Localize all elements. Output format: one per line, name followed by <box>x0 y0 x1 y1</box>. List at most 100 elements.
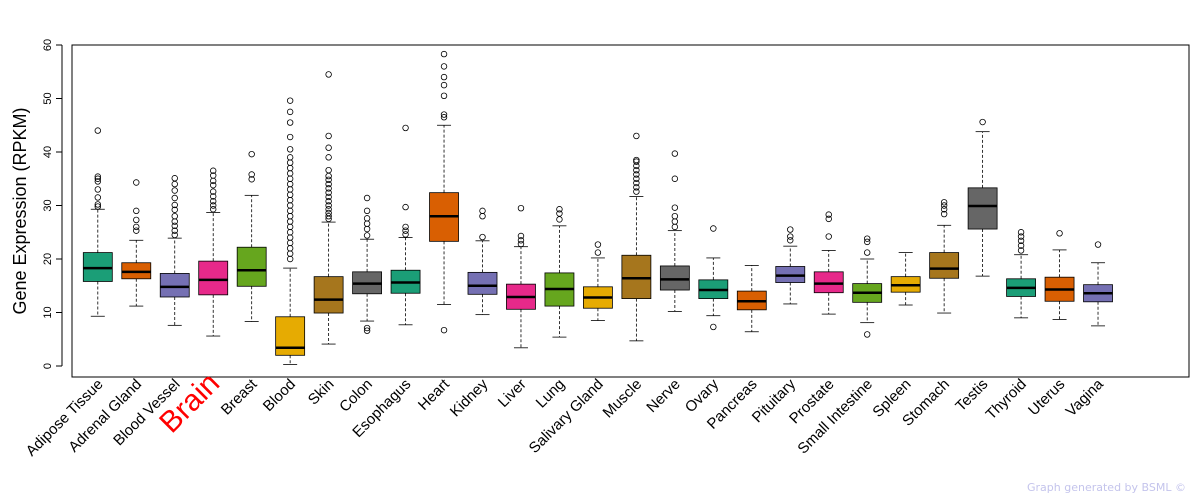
outlier-point <box>286 239 294 247</box>
outlier-point <box>325 193 332 201</box>
y-tick-label: 60 <box>42 39 54 51</box>
outlier-point <box>440 50 448 58</box>
outlier-point <box>633 184 640 191</box>
box-group <box>544 206 575 338</box>
outlier-point <box>825 215 832 223</box>
outlier-point <box>286 180 294 188</box>
outlier-point <box>133 227 140 234</box>
outlier-point <box>210 206 217 213</box>
x-tick-label: Blood <box>260 376 299 415</box>
outlier-point <box>94 173 101 180</box>
iqr-box <box>467 271 498 295</box>
iqr-box <box>275 316 306 356</box>
box-group <box>390 124 421 326</box>
box-group <box>352 194 382 334</box>
outlier-point <box>286 245 294 252</box>
outlier-point <box>1017 242 1025 249</box>
outlier-point <box>210 202 217 209</box>
box-group <box>236 150 267 322</box>
boxes-layer <box>82 50 1113 365</box>
outlier-point <box>286 108 294 116</box>
box-group <box>583 241 613 321</box>
iqr-box <box>198 260 229 296</box>
box-group <box>698 225 729 331</box>
outlier-point <box>363 327 371 334</box>
outlier-point <box>325 166 332 174</box>
iqr-box <box>967 187 998 230</box>
iqr-box <box>929 252 960 279</box>
outlier-point <box>671 212 679 220</box>
outlier-point <box>633 171 640 178</box>
outlier-point <box>171 227 178 234</box>
outlier-point <box>556 206 563 213</box>
outlier-point <box>671 150 679 157</box>
outlier-point <box>633 166 640 174</box>
box-group <box>429 50 459 334</box>
outlier-point <box>671 223 679 231</box>
iqr-box <box>313 276 344 314</box>
outlier-point <box>94 201 101 208</box>
outlier-point <box>940 210 948 218</box>
y-tick-label: 10 <box>42 306 54 318</box>
outlier-point <box>94 178 101 185</box>
iqr-box <box>159 273 190 298</box>
outlier-point <box>671 175 679 182</box>
outlier-point <box>787 233 794 240</box>
outlier-point <box>325 172 332 180</box>
outlier-point <box>171 175 178 182</box>
outlier-point <box>286 191 294 198</box>
outlier-point <box>171 187 178 194</box>
outlier-point <box>1094 241 1102 248</box>
x-tick-label: Lung <box>533 376 569 412</box>
outlier-point <box>864 331 871 338</box>
outlier-point <box>517 237 525 244</box>
x-tick-label: Kidney <box>447 375 492 420</box>
outlier-point <box>979 118 986 126</box>
outlier-point <box>633 158 640 165</box>
outlier-point <box>286 146 294 153</box>
outlier-point <box>1017 233 1025 240</box>
outlier-point <box>286 223 294 231</box>
outlier-point <box>133 216 140 224</box>
outlier-point <box>479 233 486 241</box>
outlier-point <box>402 227 409 234</box>
outlier-point <box>325 189 332 196</box>
outlier-point <box>171 212 178 220</box>
outlier-point <box>440 92 448 100</box>
outlier-point <box>286 170 294 177</box>
outlier-point <box>286 212 294 220</box>
outlier-point <box>864 238 871 246</box>
box-group <box>736 265 767 333</box>
box-group <box>275 97 306 365</box>
box-group <box>929 199 960 314</box>
outlier-point <box>286 154 294 161</box>
box-group <box>890 252 921 306</box>
outlier-point <box>286 97 294 104</box>
outlier-point <box>517 240 525 248</box>
outlier-point <box>325 206 332 213</box>
box-group <box>82 127 113 317</box>
box-group <box>506 204 536 349</box>
outlier-point <box>286 202 294 209</box>
outlier-point <box>710 225 717 232</box>
outlier-point <box>325 202 332 209</box>
box-group <box>621 132 652 342</box>
box-group <box>1006 229 1036 319</box>
box-group <box>1083 241 1113 327</box>
outlier-point <box>325 144 332 151</box>
outlier-point <box>210 181 217 189</box>
outlier-point <box>787 226 794 233</box>
outlier-point <box>1017 237 1025 245</box>
y-axis: 0 10 20 30 40 50 60 <box>42 39 63 369</box>
outlier-point <box>325 132 332 140</box>
outlier-point <box>286 234 294 241</box>
outlier-point <box>671 204 679 211</box>
outlier-point <box>710 323 717 331</box>
y-tick-label: 30 <box>42 199 54 211</box>
iqr-box <box>621 254 652 299</box>
graph-credit: Graph generated by BSML © <box>1027 481 1186 494</box>
outlier-point <box>248 150 255 158</box>
x-tick-label: Thyroid <box>983 376 1030 423</box>
outlier-point <box>210 188 217 195</box>
